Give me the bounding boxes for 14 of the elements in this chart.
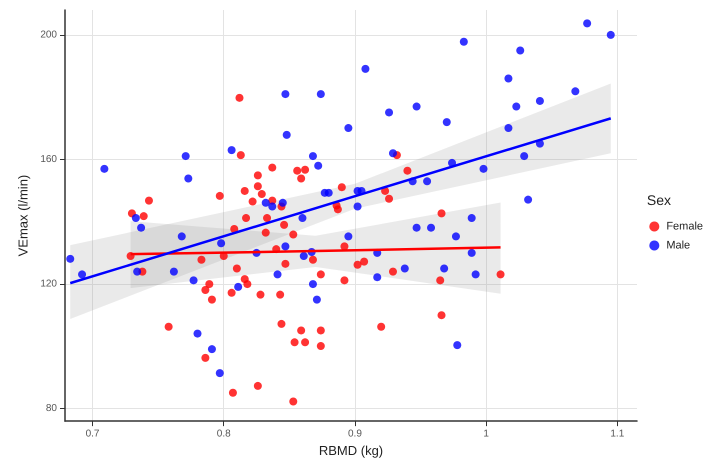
legend-label: Male xyxy=(666,240,690,252)
y-tick-label: 120 xyxy=(40,278,58,290)
x-tick-label: 0.8 xyxy=(216,428,232,440)
x-tick-label: 0.9 xyxy=(348,428,362,440)
legend-title: Sex xyxy=(646,192,671,208)
y-axis-title: VEmax (l/min) xyxy=(15,174,30,256)
x-tick-label: 1.1 xyxy=(610,428,625,440)
y-tick-label: 160 xyxy=(40,154,58,165)
x-tick-label: 1 xyxy=(483,428,490,440)
legend-label: Female xyxy=(666,220,704,232)
x-axis-title: RBMD (kg) xyxy=(318,443,384,458)
y-tick-label: 200 xyxy=(40,29,58,40)
y-tick-label: 80 xyxy=(46,403,58,414)
x-tick-label: 0.7 xyxy=(86,428,100,440)
